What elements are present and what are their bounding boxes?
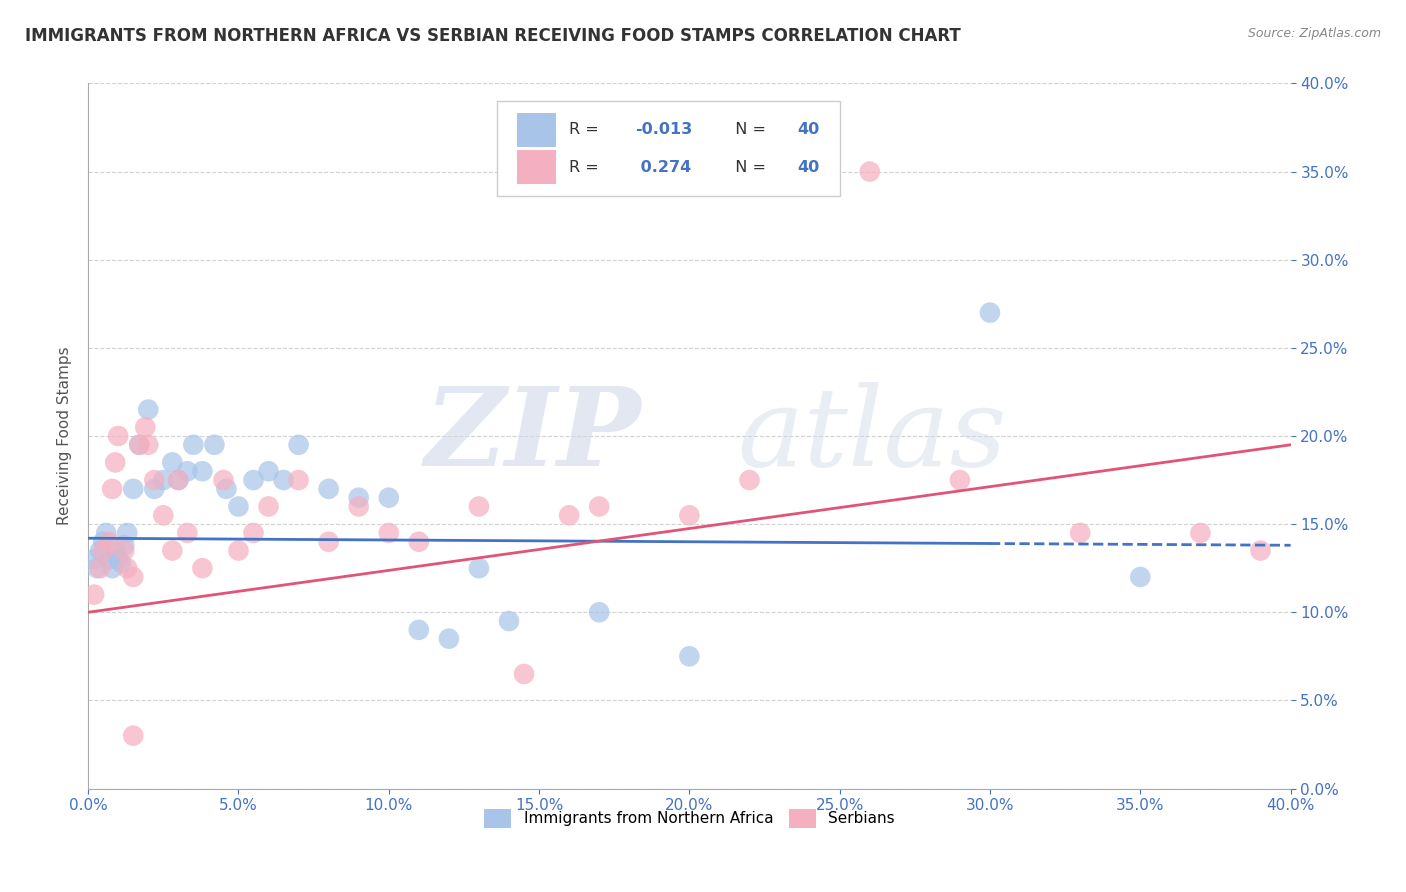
Text: N =: N = bbox=[725, 160, 772, 175]
Point bbox=[1129, 570, 1152, 584]
Point bbox=[212, 473, 235, 487]
Point bbox=[107, 552, 129, 566]
Point bbox=[110, 556, 132, 570]
Point bbox=[115, 525, 138, 540]
Point bbox=[588, 605, 610, 619]
Point bbox=[738, 473, 761, 487]
Legend: Immigrants from Northern Africa, Serbians: Immigrants from Northern Africa, Serbian… bbox=[478, 803, 901, 834]
Point bbox=[112, 538, 135, 552]
Text: 40: 40 bbox=[797, 122, 820, 137]
Point bbox=[228, 500, 250, 514]
Point bbox=[378, 491, 401, 505]
Point bbox=[122, 729, 145, 743]
Point bbox=[1250, 543, 1272, 558]
Point bbox=[408, 534, 430, 549]
Text: IMMIGRANTS FROM NORTHERN AFRICA VS SERBIAN RECEIVING FOOD STAMPS CORRELATION CHA: IMMIGRANTS FROM NORTHERN AFRICA VS SERBI… bbox=[25, 27, 962, 45]
Point bbox=[91, 534, 114, 549]
Point bbox=[128, 438, 150, 452]
Point bbox=[191, 561, 214, 575]
Text: 40: 40 bbox=[797, 160, 820, 175]
Text: 0.274: 0.274 bbox=[636, 160, 692, 175]
Point bbox=[347, 491, 370, 505]
Point bbox=[1069, 525, 1091, 540]
Point bbox=[859, 164, 882, 178]
Point bbox=[101, 482, 124, 496]
Text: -0.013: -0.013 bbox=[636, 122, 693, 137]
Point bbox=[513, 667, 536, 681]
Point bbox=[89, 561, 111, 575]
Point bbox=[104, 543, 127, 558]
Point bbox=[318, 534, 340, 549]
Text: N =: N = bbox=[725, 122, 772, 137]
Point bbox=[318, 482, 340, 496]
Text: atlas: atlas bbox=[738, 383, 1007, 490]
Point bbox=[378, 525, 401, 540]
Point bbox=[128, 438, 150, 452]
FancyBboxPatch shape bbox=[496, 101, 839, 196]
Point bbox=[167, 473, 190, 487]
Point bbox=[83, 552, 105, 566]
Point bbox=[152, 473, 174, 487]
Point bbox=[437, 632, 460, 646]
Point bbox=[287, 438, 309, 452]
Point bbox=[347, 500, 370, 514]
Point bbox=[215, 482, 238, 496]
Point bbox=[112, 543, 135, 558]
Point bbox=[176, 525, 198, 540]
Point bbox=[678, 508, 700, 523]
Point bbox=[468, 561, 491, 575]
Point bbox=[257, 500, 280, 514]
Point bbox=[202, 438, 225, 452]
Point bbox=[468, 500, 491, 514]
Text: R =: R = bbox=[569, 122, 605, 137]
Point bbox=[98, 534, 121, 549]
FancyBboxPatch shape bbox=[517, 151, 555, 185]
Point bbox=[257, 464, 280, 478]
Point bbox=[273, 473, 295, 487]
Point bbox=[162, 543, 184, 558]
Point bbox=[136, 438, 159, 452]
Point bbox=[101, 561, 124, 575]
Point bbox=[167, 473, 190, 487]
Point bbox=[107, 429, 129, 443]
Point bbox=[558, 508, 581, 523]
Y-axis label: Receiving Food Stamps: Receiving Food Stamps bbox=[58, 347, 72, 525]
Point bbox=[91, 543, 114, 558]
Point bbox=[122, 482, 145, 496]
Text: ZIP: ZIP bbox=[425, 383, 641, 490]
Point bbox=[949, 473, 972, 487]
Point bbox=[104, 455, 127, 469]
Point bbox=[143, 482, 166, 496]
Point bbox=[122, 570, 145, 584]
Point bbox=[191, 464, 214, 478]
Text: Source: ZipAtlas.com: Source: ZipAtlas.com bbox=[1247, 27, 1381, 40]
Point bbox=[183, 438, 205, 452]
Point bbox=[1189, 525, 1212, 540]
Point bbox=[979, 305, 1001, 319]
Point bbox=[176, 464, 198, 478]
Point bbox=[588, 500, 610, 514]
Point bbox=[408, 623, 430, 637]
Point bbox=[678, 649, 700, 664]
Point bbox=[287, 473, 309, 487]
Point bbox=[228, 543, 250, 558]
Point bbox=[162, 455, 184, 469]
Point bbox=[242, 525, 264, 540]
Point bbox=[242, 473, 264, 487]
Point bbox=[143, 473, 166, 487]
Point bbox=[115, 561, 138, 575]
Point bbox=[136, 402, 159, 417]
Point bbox=[96, 525, 118, 540]
Text: R =: R = bbox=[569, 160, 605, 175]
Point bbox=[134, 420, 156, 434]
Point bbox=[498, 614, 520, 628]
Point bbox=[152, 508, 174, 523]
Point bbox=[89, 543, 111, 558]
FancyBboxPatch shape bbox=[517, 113, 555, 147]
Point bbox=[98, 552, 121, 566]
Point bbox=[86, 561, 108, 575]
Point bbox=[83, 588, 105, 602]
